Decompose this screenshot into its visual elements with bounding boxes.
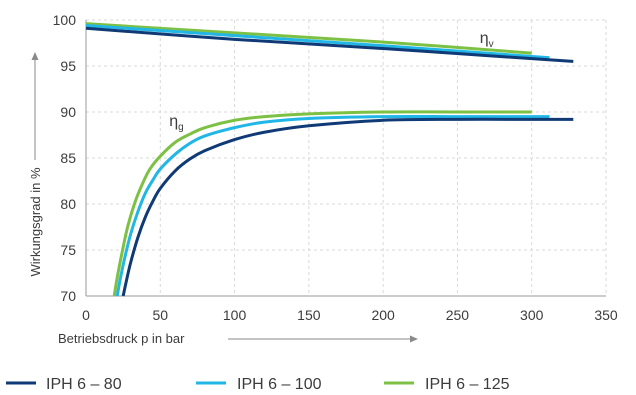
y-tick-label-100: 100	[53, 12, 77, 28]
grid	[85, 19, 607, 297]
x-tick-label-150: 150	[297, 307, 321, 323]
y-axis-arrow-head	[31, 52, 39, 60]
y-tick-label-95: 95	[60, 58, 76, 74]
y-tick-label-90: 90	[60, 104, 76, 120]
y-tick-labels: 70 75 80 85 90 95 100	[53, 12, 77, 304]
series-1-efficiency-g-line	[115, 114, 550, 297]
eta-g-annotation: ηg	[169, 113, 183, 133]
x-axis-title-group: Betriebsdruck p in bar	[58, 331, 418, 346]
series-2-efficiency-v-line	[85, 22, 532, 55]
series-1-efficiency-v-line	[85, 24, 550, 60]
legend-item-iph-6-100: IPH 6 – 100	[196, 376, 322, 393]
x-tick-label-100: 100	[223, 307, 247, 323]
series-2-efficiency-g-line	[112, 110, 532, 297]
legend-item-iph-6-80: IPH 6 – 80	[6, 376, 122, 393]
y-tick-label-70: 70	[60, 288, 76, 304]
x-tick-label-250: 250	[446, 307, 470, 323]
series-0-efficiency-g-line	[121, 117, 574, 297]
x-tick-label-200: 200	[371, 307, 395, 323]
x-axis-arrow-head	[410, 335, 418, 343]
x-tick-label-50: 50	[152, 307, 168, 323]
legend: IPH 6 – 80 IPH 6 – 100 IPH 6 – 125	[6, 376, 510, 393]
x-axis-label: Betriebsdruck p in bar	[58, 331, 185, 346]
data-curves	[85, 22, 574, 297]
x-tick-labels: 0 50 100 150 200 250 300 350	[82, 307, 618, 323]
x-tick-label-350: 350	[594, 307, 618, 323]
series-0-efficiency-v-line	[85, 26, 574, 63]
y-tick-label-80: 80	[60, 196, 76, 212]
y-tick-label-85: 85	[60, 150, 76, 166]
legend-label-iph-6-100: IPH 6 – 100	[237, 376, 322, 393]
y-axis-title-group: Wirkungsgrad in %	[28, 52, 43, 277]
eta-v-annotation: ηv	[480, 30, 494, 50]
y-axis-label: Wirkungsgrad in %	[28, 167, 43, 277]
legend-label-iph-6-80: IPH 6 – 80	[46, 376, 122, 393]
x-tick-label-0: 0	[82, 307, 90, 323]
legend-label-iph-6-125: IPH 6 – 125	[425, 376, 510, 393]
y-tick-label-75: 75	[60, 242, 76, 258]
legend-item-iph-6-125: IPH 6 – 125	[384, 376, 510, 393]
x-tick-label-300: 300	[520, 307, 544, 323]
